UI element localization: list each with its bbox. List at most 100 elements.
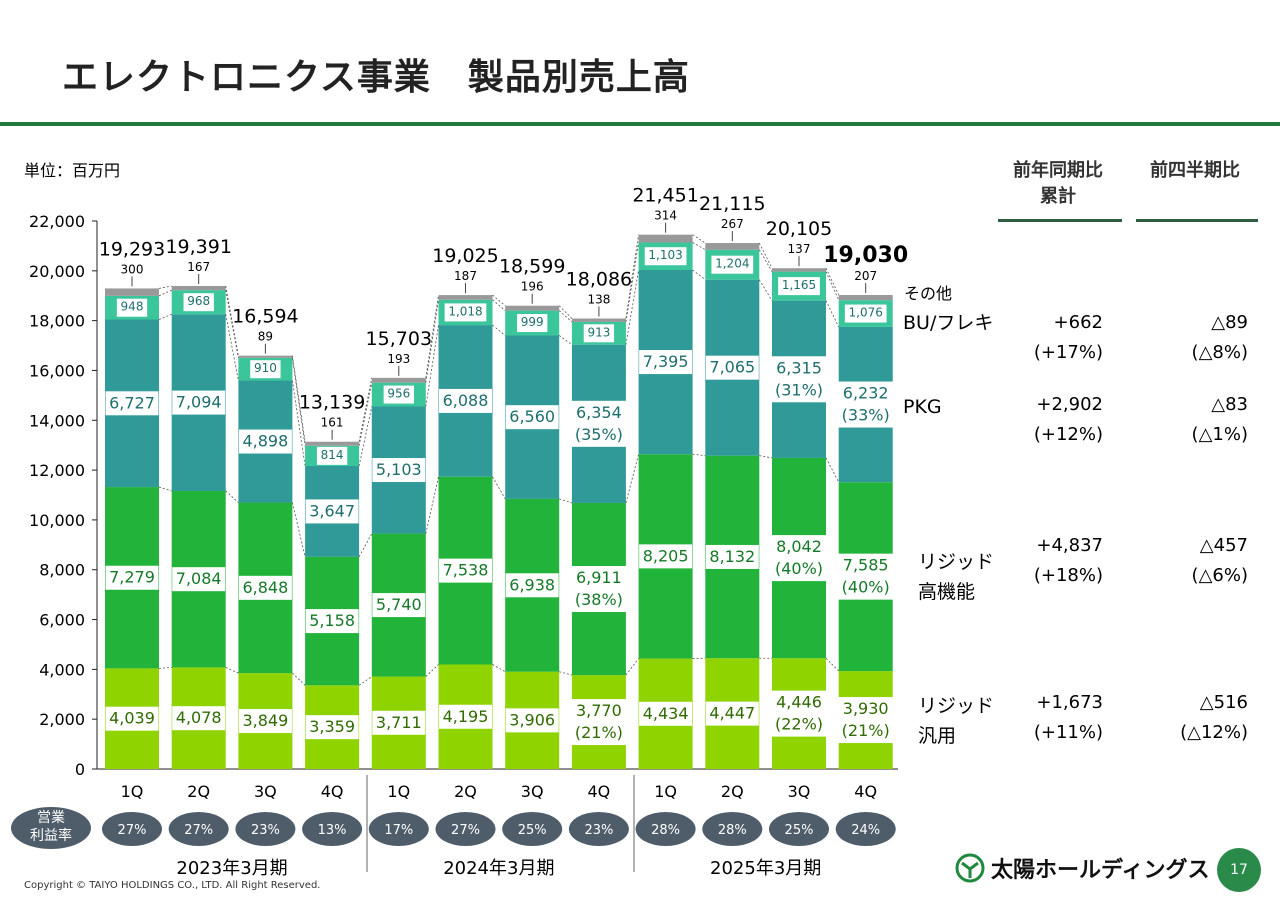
title-divider bbox=[0, 122, 1280, 126]
connector-line bbox=[625, 269, 639, 345]
segment-value-label: 1,076 bbox=[849, 306, 883, 320]
segment-value-label: 4,434 bbox=[643, 704, 689, 723]
connector-line bbox=[225, 314, 239, 381]
connector-line bbox=[492, 664, 506, 673]
bar-segment bbox=[505, 305, 560, 311]
bar-segment bbox=[571, 502, 626, 676]
total-label: 21,451 bbox=[632, 185, 698, 207]
yoy-value: +662 bbox=[1053, 312, 1103, 333]
value-label-bg bbox=[372, 458, 426, 483]
value-label-bg bbox=[505, 405, 559, 430]
value-label-bg bbox=[305, 499, 359, 524]
other-value-label: 196 bbox=[521, 280, 544, 294]
value-label-bg bbox=[305, 609, 359, 634]
other-value-label: 167 bbox=[187, 260, 210, 274]
segment-value-label: 6,315 bbox=[776, 358, 822, 377]
connector-line bbox=[625, 454, 639, 504]
bar-segment bbox=[305, 445, 360, 467]
x-category-label: 3Q bbox=[788, 782, 811, 801]
x-category-label: 4Q bbox=[321, 782, 344, 801]
connector-line bbox=[225, 290, 239, 358]
other-value-label: 193 bbox=[387, 352, 410, 366]
total-label: 19,025 bbox=[432, 245, 498, 267]
segment-value-label: 4,446 bbox=[776, 693, 822, 712]
bar-segment bbox=[705, 249, 760, 280]
connector-line bbox=[492, 324, 506, 336]
segment-value-label: 8,042 bbox=[776, 537, 822, 556]
connector-line bbox=[558, 310, 573, 323]
company-logo: 太陽ホールディングス bbox=[955, 852, 1209, 884]
segment-value-label: 3,849 bbox=[242, 711, 288, 730]
margin-value: 27% bbox=[451, 823, 480, 838]
segment-value-label: (33%) bbox=[842, 406, 890, 425]
connector-line bbox=[758, 242, 773, 269]
bar-segment bbox=[772, 300, 826, 458]
bar-segment bbox=[505, 498, 560, 672]
segment-value-label: (40%) bbox=[775, 559, 823, 578]
other-value-label: 161 bbox=[321, 416, 344, 430]
margin-value: 24% bbox=[851, 823, 880, 838]
margin-pill bbox=[302, 812, 363, 846]
segment-value-label: 3,930 bbox=[843, 699, 889, 718]
connector-line bbox=[358, 377, 373, 442]
yoy-percent: (+18%) bbox=[1033, 565, 1103, 586]
value-label-bg bbox=[639, 350, 693, 375]
segment-value-label: 6,088 bbox=[443, 391, 489, 410]
value-label-bg bbox=[383, 385, 414, 404]
segment-value-label: 4,078 bbox=[176, 708, 222, 727]
value-label-bg bbox=[570, 400, 628, 447]
segment-value-label: (22%) bbox=[775, 715, 823, 734]
margin-pill bbox=[835, 812, 896, 846]
margin-pill bbox=[502, 812, 563, 846]
bar-segment bbox=[171, 290, 226, 315]
segment-value-label: 7,084 bbox=[176, 569, 222, 588]
margin-value: 23% bbox=[251, 823, 280, 838]
margin-pill bbox=[702, 812, 763, 846]
bar-segment bbox=[238, 673, 293, 769]
total-label: 20,105 bbox=[766, 218, 832, 240]
x-category-label: 3Q bbox=[521, 782, 544, 801]
bar-segment bbox=[171, 285, 226, 291]
value-label-bg bbox=[639, 701, 693, 726]
bar-segment bbox=[305, 685, 360, 769]
margin-value: 27% bbox=[184, 823, 213, 838]
segment-value-label: (35%) bbox=[575, 425, 623, 444]
value-label-bg bbox=[105, 706, 159, 731]
margin-title-pill bbox=[11, 807, 91, 849]
total-label: 19,293 bbox=[99, 238, 165, 260]
bar-segment bbox=[638, 234, 693, 243]
qoq-percent: (△12%) bbox=[1180, 722, 1248, 743]
bar-segment bbox=[705, 243, 760, 250]
bar-segment bbox=[838, 326, 893, 483]
margin-pill bbox=[368, 812, 429, 846]
margin-pill bbox=[769, 812, 829, 846]
y-tick-label: 0 bbox=[75, 760, 85, 779]
connector-line bbox=[292, 672, 306, 686]
fiscal-year-label: 2023年3月期 bbox=[176, 858, 287, 879]
qoq-value: △83 bbox=[1211, 394, 1248, 415]
value-label-bg bbox=[770, 356, 828, 403]
x-category-label: 4Q bbox=[588, 782, 611, 801]
qoq-percent: (△1%) bbox=[1191, 424, 1248, 445]
value-label-bg bbox=[238, 429, 292, 454]
value-label-bg bbox=[836, 697, 895, 744]
value-label-bg bbox=[639, 544, 693, 569]
bar-segment bbox=[371, 377, 426, 383]
other-value-label: 267 bbox=[721, 217, 744, 231]
connector-line bbox=[692, 242, 706, 251]
bar-segment bbox=[105, 487, 159, 669]
connector-line bbox=[625, 242, 639, 322]
yoy-percent: (+12%) bbox=[1033, 424, 1103, 445]
sun-logo-icon bbox=[955, 853, 985, 883]
value-label-bg bbox=[705, 355, 759, 380]
y-tick-label: 12,000 bbox=[29, 461, 85, 480]
segment-value-label: 7,279 bbox=[109, 568, 155, 587]
total-label: 16,594 bbox=[232, 306, 298, 328]
qoq-bu-flex: △89 (△8%) bbox=[1140, 308, 1248, 368]
margin-value: 13% bbox=[318, 823, 347, 838]
value-label-bg bbox=[238, 709, 292, 734]
connector-line bbox=[559, 671, 573, 676]
y-tick-label: 18,000 bbox=[29, 312, 85, 331]
total-label: 13,139 bbox=[299, 392, 365, 414]
